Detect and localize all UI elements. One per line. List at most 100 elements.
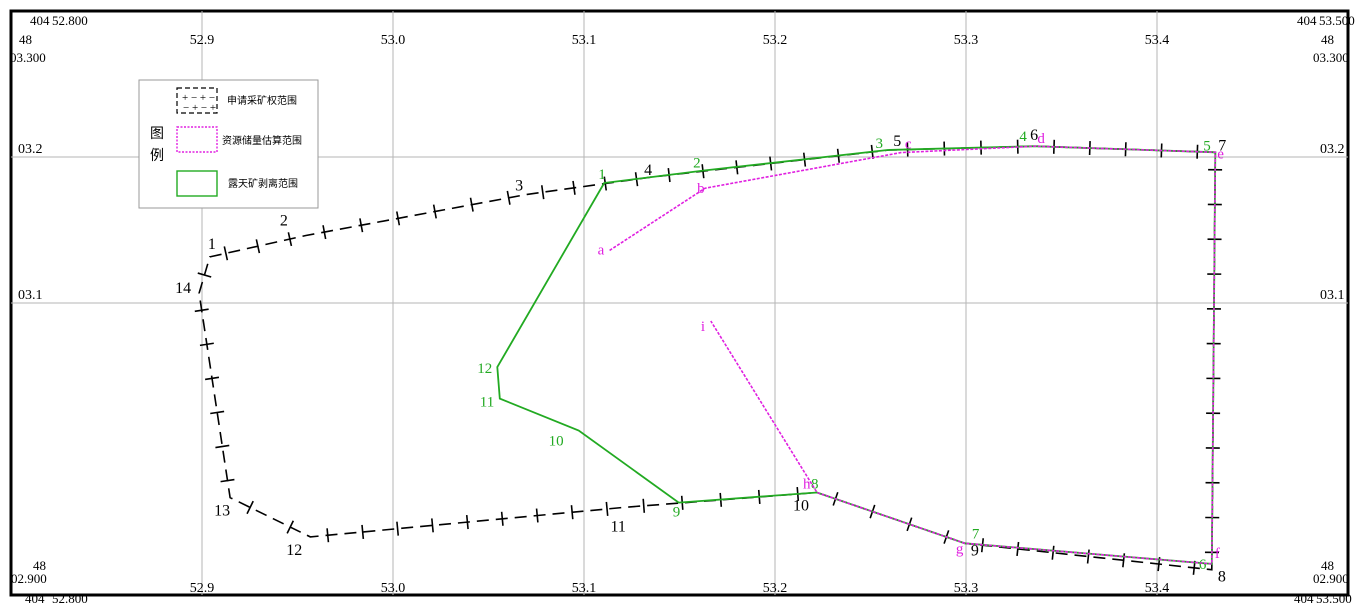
application_boundary-vertex-label: 11 <box>480 395 494 411</box>
grid-lines <box>11 11 1348 595</box>
grid-label-x-top: 53.2 <box>763 33 788 48</box>
mining-boundary-line <box>198 145 1217 571</box>
legend-label: 资源储量估算范围 <box>222 134 302 147</box>
boundary-tick <box>500 511 504 526</box>
application_boundary-vertex-label: 12 <box>477 361 492 377</box>
reserve_boundary-vertex-label: i <box>701 319 705 335</box>
reserve_boundary-vertex-label: d <box>1037 131 1045 147</box>
boundary-tick <box>540 185 545 200</box>
boundary-tick <box>223 246 229 261</box>
corner-y-value: 03.300 <box>1313 50 1349 65</box>
application_boundary-vertex-label: 10 <box>549 433 564 449</box>
application_boundary-vertex-label: 2 <box>693 155 701 171</box>
legend-item-reserve: 资源储量估算范围 <box>176 126 302 153</box>
application_boundary-vertex-label: 1 <box>598 167 606 183</box>
corner-prefix: 404 <box>30 13 50 28</box>
reserve_boundary-vertex-label: f <box>1215 546 1220 562</box>
reserve_boundary-vertex-label: a <box>598 242 605 258</box>
boundary-tick <box>287 232 293 247</box>
boundary-tick <box>1016 541 1020 557</box>
boundary-tick <box>197 272 212 278</box>
boundary-tick <box>286 520 295 534</box>
boundary-tick <box>359 218 364 233</box>
legend-swatch-glyph: − + − + <box>183 102 216 114</box>
grid-label-x-bottom: 53.3 <box>954 581 979 596</box>
grid-label-y-left: 03.1 <box>18 288 43 303</box>
legend-label: 申请采矿权范围 <box>227 94 297 107</box>
corner-sub: 48 <box>1321 558 1334 573</box>
mining_boundary-vertex-label: 14 <box>175 280 191 297</box>
corner-x-value: 53.500 <box>1319 13 1355 28</box>
legend-swatch-glyph: + − + − <box>182 92 215 104</box>
legend-swatch-green <box>176 170 218 197</box>
grid-label-x-bottom: 53.0 <box>381 581 406 596</box>
grid-label-x-bottom: 53.1 <box>572 581 597 596</box>
corner-prefix: 404 <box>1297 13 1317 28</box>
reserve_boundary-vertex-label: g <box>956 541 964 557</box>
mining_boundary-vertex-label: 10 <box>793 498 809 515</box>
boundary-tick <box>194 308 209 313</box>
application_boundary-vertex-label: 8 <box>811 477 819 493</box>
legend-frame <box>138 79 319 209</box>
boundary-tick <box>199 342 214 347</box>
boundary-tick <box>1122 553 1126 568</box>
boundary-tick <box>570 505 574 520</box>
reserve-boundary-line <box>609 145 1217 565</box>
application_boundary-vertex-label: 4 <box>1019 129 1027 145</box>
legend-item-application: + − + − − + − + 申请采矿权范围 <box>176 87 297 114</box>
corner-x-value: 52.800 <box>52 591 88 606</box>
grid-label-x-bottom: 53.4 <box>1145 581 1170 596</box>
legend-title-2: 例 <box>150 148 164 164</box>
corner-x-value: 52.800 <box>52 13 88 28</box>
boundary-tick <box>469 197 474 212</box>
boundary-tick <box>431 518 434 533</box>
mining_boundary-vertex-label: 8 <box>1218 569 1226 586</box>
boundary-tick <box>465 515 469 530</box>
mining_boundary-vertex-label: 11 <box>610 518 625 535</box>
boundary-tick <box>396 521 400 536</box>
application_boundary-vertex-label: 9 <box>673 505 681 521</box>
legend-item-stripping: 露天矿剥离范围 <box>176 170 298 197</box>
reserve_boundary-vertex-label: e <box>1217 146 1224 162</box>
map-legend: 图 例 + − + − − + − + 申请采矿权范围 资源储量估算范围 露天矿… <box>138 79 319 209</box>
mining_boundary-vertex-label: 7 <box>1218 137 1226 154</box>
corner-label-top-right: 404 53.500 48 03.300 <box>1297 13 1355 65</box>
corner-y-value: 02.900 <box>11 571 47 586</box>
reserve-boundary: a b c d e f g h i <box>598 131 1224 565</box>
grid-label-x-top: 52.9 <box>190 33 215 48</box>
corner-y-value: 02.900 <box>1313 571 1349 586</box>
mining_boundary-vertex-label: 12 <box>286 542 302 559</box>
grid-label-x-top: 53.0 <box>381 33 406 48</box>
application_boundary-vertex-label: 5 <box>1203 138 1211 154</box>
boundary-tick <box>322 225 327 240</box>
boundary-tick <box>605 501 609 516</box>
grid-label-y-left: 03.2 <box>18 142 43 157</box>
boundary-tick <box>642 498 646 513</box>
corner-label-bottom-left: 48 02.900 404 52.800 <box>11 558 88 606</box>
application_boundary-vertex-label: 6 <box>1199 557 1207 573</box>
reserve_boundary-vertex-label: h <box>803 477 811 493</box>
mining_boundary-vertex-label: 5 <box>893 133 901 150</box>
mining_boundary-vertex-label: 13 <box>214 503 230 520</box>
boundary-tick <box>535 508 539 523</box>
corner-x-value: 53.500 <box>1316 591 1352 606</box>
legend-swatch-magenta <box>176 126 218 153</box>
corner-sub: 48 <box>33 558 46 573</box>
reserve_boundary-vertex-label: b <box>697 181 705 197</box>
grid-labels: 52.9 52.9 53.0 53.0 53.1 53.1 53.2 53.2 53.3 53.3… <box>18 33 1345 596</box>
mining_boundary-vertex-label: 4 <box>644 162 652 179</box>
legend-label: 露天矿剥离范围 <box>228 177 298 190</box>
grid-label-x-bottom: 52.9 <box>190 581 215 596</box>
boundary-tick <box>220 478 235 483</box>
grid-label-x-top: 53.3 <box>954 33 979 48</box>
corner-prefix: 404 <box>25 591 45 606</box>
corner-sub: 48 <box>1321 32 1334 47</box>
grid-label-x-top: 53.4 <box>1145 33 1170 48</box>
boundary-tick <box>1086 549 1090 564</box>
corner-y-value: 03.300 <box>10 50 46 65</box>
boundary-tick <box>572 180 576 195</box>
grid-label-x-bottom: 53.2 <box>763 581 788 596</box>
mining_boundary-vertex-label: 9 <box>971 542 979 559</box>
corner-label-bottom-right: 48 02.900 404 53.500 <box>1294 558 1352 606</box>
